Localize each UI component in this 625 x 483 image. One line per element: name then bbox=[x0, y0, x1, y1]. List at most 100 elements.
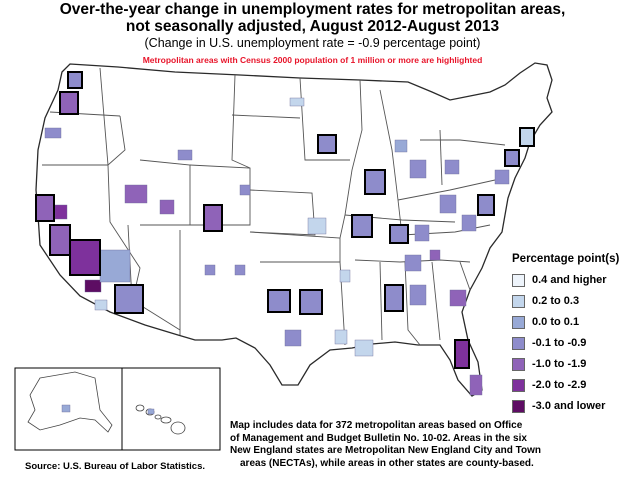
metro-area bbox=[307, 217, 327, 235]
legend-label: 0.0 to 0.1 bbox=[532, 316, 580, 328]
legend-label: -3.0 and lower bbox=[532, 400, 606, 412]
metro-area bbox=[204, 264, 216, 276]
metro-area bbox=[49, 224, 71, 256]
legend-swatch bbox=[512, 294, 525, 308]
metro-area bbox=[54, 204, 68, 220]
metro-area bbox=[67, 71, 83, 89]
large-metro-outline bbox=[114, 284, 144, 314]
footnote-line: New England states are Metropolitan New … bbox=[230, 445, 541, 457]
metro-area bbox=[454, 339, 470, 369]
hawaii-island bbox=[170, 421, 186, 435]
metro-area bbox=[449, 289, 467, 307]
legend-label: -1.0 to -1.9 bbox=[532, 358, 587, 370]
metro-area bbox=[409, 159, 427, 179]
metro-area bbox=[519, 127, 535, 147]
metro-area bbox=[317, 134, 337, 154]
footnote-line: Map includes data for 372 metropolitan a… bbox=[230, 420, 523, 431]
metro-area bbox=[429, 249, 441, 261]
metro-area bbox=[354, 339, 374, 357]
metro-area bbox=[44, 127, 62, 139]
metro-area bbox=[159, 199, 175, 215]
footnote-line: areas (NECTAs), while areas in other sta… bbox=[240, 457, 534, 469]
metro-area bbox=[99, 249, 131, 283]
metro-area bbox=[234, 264, 246, 276]
legend-item: 0.2 to 0.3 bbox=[512, 293, 579, 309]
large-metro-outline bbox=[203, 204, 223, 232]
metro-area bbox=[239, 184, 251, 196]
metro-area bbox=[339, 269, 351, 283]
metro-area bbox=[284, 329, 302, 347]
legend-label: -2.0 to -2.9 bbox=[532, 379, 587, 391]
legend-swatch bbox=[512, 336, 525, 350]
metro-area bbox=[384, 284, 404, 312]
legend-swatch bbox=[512, 315, 525, 329]
large-metro-outlines bbox=[35, 71, 535, 369]
metro-area bbox=[203, 204, 223, 232]
large-metro-outline bbox=[351, 214, 373, 238]
legend-item: -3.0 and lower bbox=[512, 398, 605, 414]
legend-item: -2.0 to -2.9 bbox=[512, 377, 586, 393]
legend-item: -1.0 to -1.9 bbox=[512, 356, 586, 372]
large-metro-outline bbox=[454, 339, 470, 369]
highlight-note: Metropolitan areas with Census 2000 popu… bbox=[142, 55, 483, 65]
large-metro-outline bbox=[267, 289, 291, 313]
us-metro-map bbox=[14, 62, 553, 451]
legend-title: Percentage point(s) bbox=[512, 253, 620, 265]
metro-area bbox=[289, 97, 305, 107]
map-title-line-1: Over-the-year change in unemployment rat… bbox=[59, 1, 566, 18]
legend-swatch bbox=[512, 357, 525, 371]
metro-area bbox=[69, 239, 101, 276]
metro-area bbox=[299, 289, 323, 315]
metro-area bbox=[409, 284, 427, 306]
large-metro-outline bbox=[364, 169, 386, 195]
metro-area bbox=[124, 184, 148, 204]
legend-label: -0.1 to -0.9 bbox=[532, 337, 587, 349]
legend-item: 0.0 to 0.1 bbox=[512, 314, 579, 330]
legend-swatch bbox=[512, 378, 525, 392]
metro-area bbox=[439, 194, 457, 214]
metro-area bbox=[444, 159, 460, 175]
metro-area bbox=[334, 329, 348, 345]
metro-area bbox=[351, 214, 373, 238]
large-metro-outline bbox=[317, 134, 337, 154]
metro-area bbox=[84, 279, 102, 293]
metro-area bbox=[59, 91, 79, 115]
footnote-line: of Management and Budget Bulletin No. 10… bbox=[230, 432, 527, 444]
large-metro-outline bbox=[477, 194, 495, 216]
metro-area bbox=[394, 139, 408, 153]
legend-label: 0.2 to 0.3 bbox=[532, 295, 580, 307]
metro-area bbox=[35, 194, 55, 222]
metro-area bbox=[494, 169, 510, 185]
hawaii-island bbox=[135, 404, 145, 412]
legend-item: -0.1 to -0.9 bbox=[512, 335, 586, 351]
large-metro-outline bbox=[59, 91, 79, 115]
metro-area bbox=[469, 374, 483, 396]
footnote: Map includes data for 372 metropolitan a… bbox=[230, 420, 620, 470]
large-metro-outline bbox=[389, 224, 409, 244]
map-title-line-2: not seasonally adjusted, August 2012-Aug… bbox=[125, 18, 500, 35]
metro-area bbox=[177, 149, 193, 161]
legend-label: 0.4 and higher bbox=[532, 274, 607, 286]
metro-area bbox=[94, 299, 108, 311]
large-metro-outline bbox=[299, 289, 323, 315]
metro-area bbox=[404, 254, 422, 272]
hawaii-island bbox=[160, 416, 172, 424]
large-metro-outline bbox=[35, 194, 55, 222]
hawaii-island bbox=[154, 414, 162, 420]
large-metro-outline bbox=[504, 149, 520, 167]
large-metro-outline bbox=[69, 239, 101, 276]
source-note: Source: U.S. Bureau of Labor Statistics. bbox=[25, 461, 206, 472]
legend-item: 0.4 and higher bbox=[512, 272, 607, 288]
legend-swatch bbox=[512, 399, 525, 413]
metro-area bbox=[114, 284, 144, 314]
metro-area bbox=[461, 214, 477, 232]
map-subtitle: (Change in U.S. unemployment rate = -0.9… bbox=[144, 36, 481, 50]
metro-area bbox=[504, 149, 520, 167]
large-metro-outline bbox=[519, 127, 535, 147]
metro-area bbox=[267, 289, 291, 313]
legend-swatch bbox=[512, 273, 525, 287]
metro-area bbox=[414, 224, 430, 242]
metro-area bbox=[147, 408, 155, 415]
metro-areas bbox=[35, 71, 535, 396]
metro-area bbox=[389, 224, 409, 244]
